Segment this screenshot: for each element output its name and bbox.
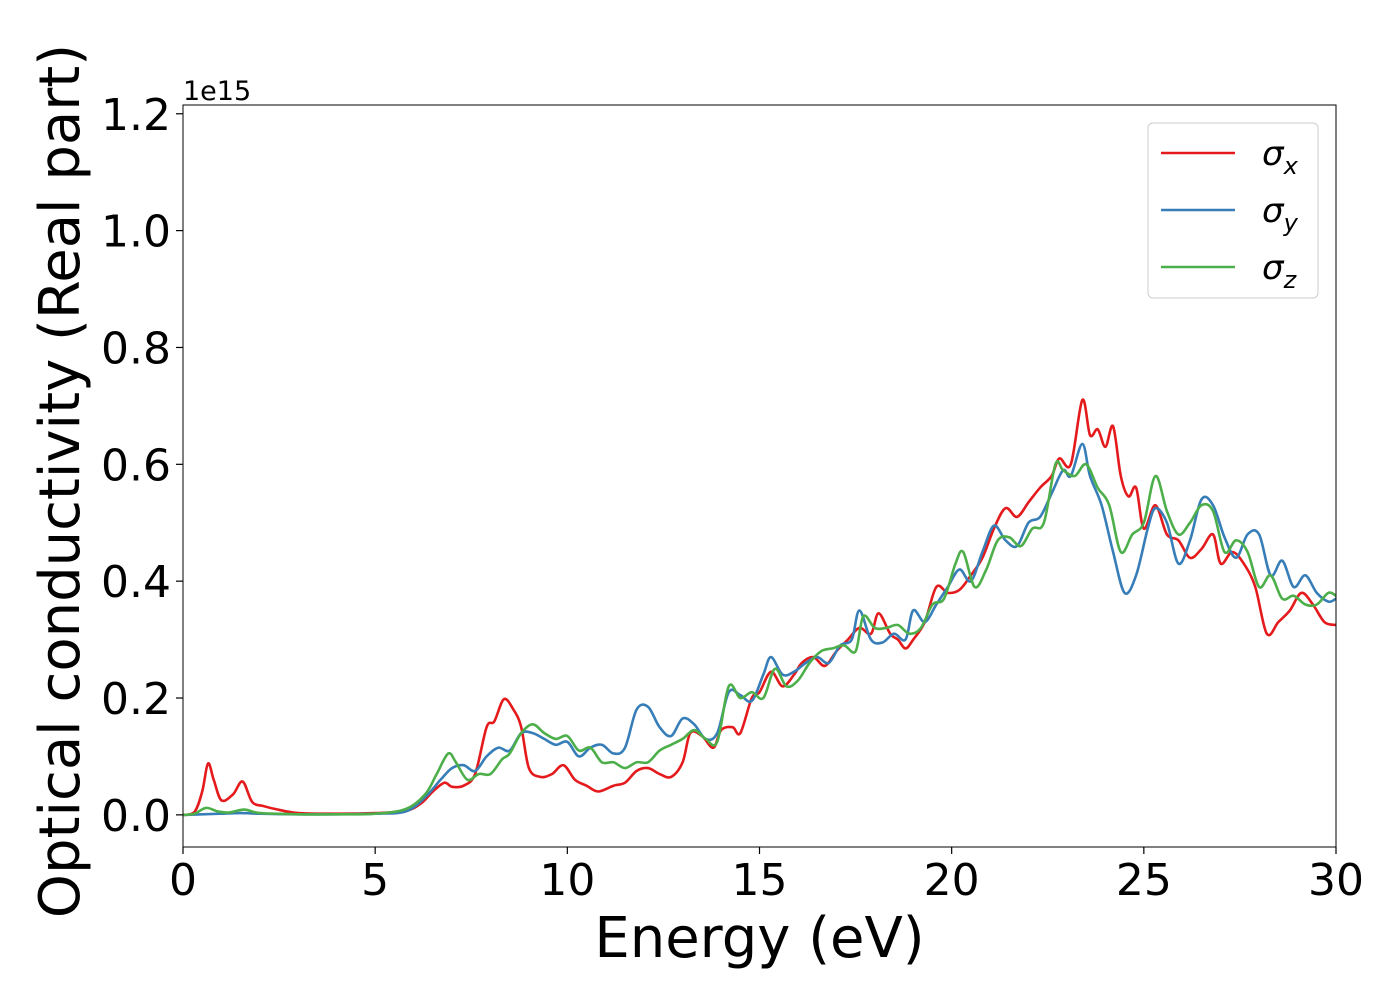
series-line-z <box>183 459 1336 817</box>
y-axis-label: Optical conductivity (Real part) <box>28 44 93 918</box>
x-tick-label: 20 <box>924 855 980 906</box>
x-tick-label: 10 <box>539 855 595 906</box>
legend: σx σy σz <box>1147 122 1319 299</box>
series-lines <box>183 398 1336 817</box>
y-tick-label: 0.8 <box>101 323 171 374</box>
x-tick-label: 15 <box>732 855 788 906</box>
series-line-x <box>183 398 1336 817</box>
y-tick-label: 0.6 <box>101 440 171 491</box>
axis-ticks: 0 5 10 15 20 25 30 0.0 0.2 0.4 0.6 0.8 1.0 1.2 <box>101 90 1364 906</box>
x-tick-label: 25 <box>1116 855 1172 906</box>
y-offset-text: 1e15 <box>183 76 251 107</box>
legend-entry-y: σy <box>1161 191 1299 237</box>
y-tick-label: 0.2 <box>101 674 171 725</box>
y-tick-label: 1.0 <box>101 207 171 258</box>
legend-label: σy <box>1262 191 1299 237</box>
legend-entry-x: σx <box>1161 134 1299 180</box>
y-tick-label: 0.0 <box>101 791 171 842</box>
x-tick-label: 0 <box>169 855 197 906</box>
legend-entries: σx σy σz <box>1161 134 1299 294</box>
x-tick-label: 5 <box>361 855 389 906</box>
legend-label: σz <box>1262 248 1298 294</box>
legend-label: σx <box>1262 134 1299 180</box>
legend-entry-z: σz <box>1161 248 1298 294</box>
x-axis-label: Energy (eV) <box>594 906 924 971</box>
y-tick-label: 1.2 <box>101 90 171 141</box>
y-tick-label: 0.4 <box>101 557 171 608</box>
x-tick-label: 30 <box>1308 855 1364 906</box>
